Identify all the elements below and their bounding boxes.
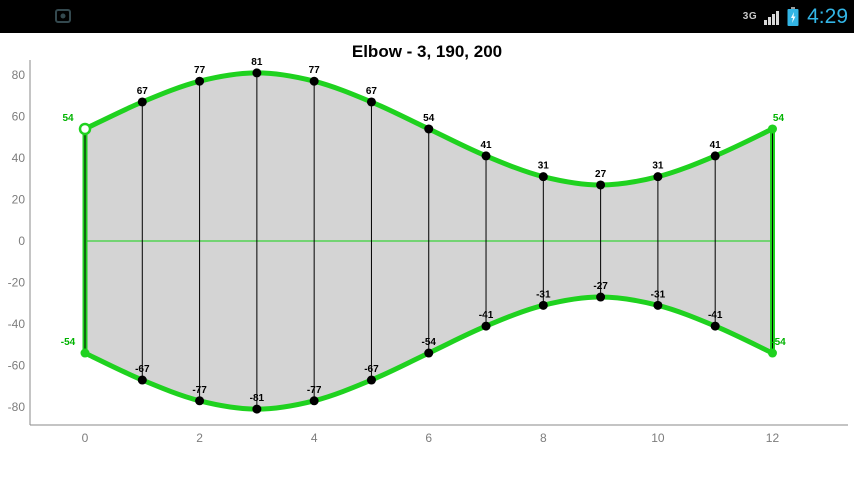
y-tick-label: 20	[12, 193, 26, 207]
point-value-label: 67	[137, 86, 149, 97]
data-point	[481, 151, 491, 161]
network-type-label: 3G	[742, 11, 758, 22]
start-point-marker	[78, 122, 92, 136]
data-point	[481, 321, 491, 331]
x-tick-label: 0	[82, 431, 89, 445]
data-point	[653, 300, 663, 310]
chart-axes: 80 60 40 20 0 -20 -40 -60 -80 0 2 4 6 8 10 12	[8, 60, 848, 445]
signal-strength-icon	[764, 10, 780, 25]
point-value-label: -81	[250, 393, 265, 404]
y-tick-label: -40	[8, 317, 26, 331]
y-tick-label: -20	[8, 276, 26, 290]
status-indicators: 3G 4:29	[743, 0, 848, 33]
data-point	[710, 151, 720, 161]
elbow-chart-canvas[interactable]: 80 60 40 20 0 -20 -40 -60 -80 0 2 4 6 8 10 12 54 -54 67 -67…	[0, 33, 854, 480]
point-value-label: -67	[135, 364, 150, 375]
x-tick-label: 4	[311, 431, 318, 445]
chart-area: 80 60 40 20 0 -20 -40 -60 -80 0 2 4 6 8 10 12 54 -54 67 -67…	[0, 33, 854, 480]
data-point	[137, 375, 147, 385]
battery-charging-icon	[787, 6, 799, 26]
data-point	[195, 76, 205, 86]
point-value-label: 41	[710, 140, 722, 151]
y-tick-label: 80	[12, 68, 26, 82]
point-value-label: 31	[652, 161, 664, 172]
data-point	[767, 348, 777, 358]
notification-area	[54, 7, 72, 25]
data-point	[137, 97, 147, 107]
point-value-label: -67	[364, 364, 379, 375]
data-point	[252, 68, 262, 78]
data-point	[366, 97, 376, 107]
point-value-label: 54	[62, 113, 74, 124]
data-point	[653, 172, 663, 182]
chart-stems	[84, 72, 773, 410]
point-value-label: 27	[595, 169, 607, 180]
point-value-label: -77	[192, 385, 207, 396]
data-point	[80, 348, 90, 358]
point-value-label: 67	[366, 86, 378, 97]
chart-title: Elbow - 3, 190, 200	[351, 42, 503, 61]
point-value-label: -77	[307, 385, 322, 396]
point-value-label: -54	[422, 337, 437, 348]
data-point	[252, 404, 262, 414]
y-tick-label: -60	[8, 359, 26, 373]
chart-points	[78, 68, 777, 414]
data-point	[767, 124, 777, 134]
point-value-label: 31	[538, 161, 550, 172]
point-value-label: -41	[479, 310, 494, 321]
point-value-label: 77	[309, 65, 321, 76]
point-value-label: -31	[536, 289, 551, 300]
x-tick-label: 8	[540, 431, 547, 445]
point-value-label: 54	[773, 113, 785, 124]
point-value-label: 54	[423, 113, 435, 124]
data-point	[596, 180, 606, 190]
y-tick-label: 60	[12, 110, 26, 124]
point-value-label: -31	[651, 289, 666, 300]
x-tick-label: 2	[196, 431, 203, 445]
data-point	[366, 375, 376, 385]
point-value-label: 41	[480, 140, 492, 151]
status-bar: 3G 4:29	[0, 0, 854, 33]
data-point	[309, 396, 319, 406]
x-tick-label: 10	[651, 431, 665, 445]
y-tick-label: 0	[18, 234, 25, 248]
point-value-label: 77	[194, 65, 206, 76]
data-point	[538, 300, 548, 310]
data-point	[596, 292, 606, 302]
x-tick-label: 6	[425, 431, 432, 445]
data-point	[710, 321, 720, 331]
point-value-label: -54	[771, 337, 786, 348]
point-value-label: 81	[251, 57, 263, 68]
y-tick-label: 40	[12, 151, 26, 165]
data-point	[309, 76, 319, 86]
x-tick-label: 12	[766, 431, 780, 445]
point-value-label: -41	[708, 310, 723, 321]
chart-point-labels: 54 -54 67 -67 77 -77 81 -81 77 -77 67 -67 54 -54 41 -41…	[61, 57, 786, 404]
notification-icon	[55, 9, 71, 23]
data-point	[424, 348, 434, 358]
point-value-label: -27	[593, 281, 608, 292]
data-point	[424, 124, 434, 134]
point-value-label: -54	[61, 337, 76, 348]
status-clock: 4:29	[807, 4, 848, 28]
data-point	[538, 172, 548, 182]
y-tick-label: -80	[8, 400, 26, 414]
data-point	[195, 396, 205, 406]
